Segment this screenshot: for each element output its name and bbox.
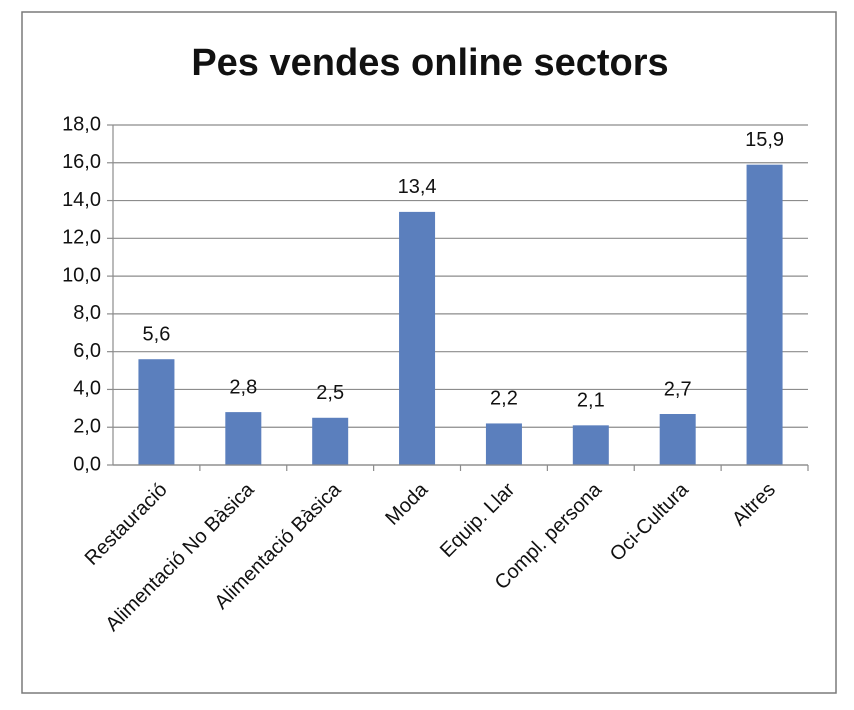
bar — [572, 425, 609, 465]
y-tick-label: 10,0 — [62, 264, 101, 286]
y-tick-label: 12,0 — [62, 227, 101, 249]
bar — [225, 412, 262, 465]
data-label: 2,8 — [229, 376, 257, 398]
bar — [312, 417, 349, 465]
bar — [485, 423, 522, 465]
y-tick-label: 0,0 — [73, 453, 101, 475]
bar — [746, 164, 783, 465]
y-tick-label: 4,0 — [73, 378, 101, 400]
data-label: 13,4 — [398, 176, 437, 198]
y-tick-label: 6,0 — [73, 340, 101, 362]
chart-title: Pes vendes online sectors — [191, 42, 668, 84]
y-tick-label: 16,0 — [62, 151, 101, 173]
y-tick-label: 8,0 — [73, 302, 101, 324]
y-tick-label: 2,0 — [73, 416, 101, 438]
bar — [399, 211, 436, 465]
data-label: 2,5 — [316, 382, 344, 404]
bar — [138, 359, 175, 465]
bar — [659, 414, 696, 465]
data-label: 15,9 — [745, 129, 784, 151]
y-tick-label: 14,0 — [62, 189, 101, 211]
data-label: 2,2 — [490, 388, 518, 410]
data-label: 5,6 — [143, 324, 171, 346]
y-tick-label: 18,0 — [62, 113, 101, 135]
data-label: 2,7 — [664, 378, 692, 400]
data-label: 2,1 — [577, 390, 605, 412]
